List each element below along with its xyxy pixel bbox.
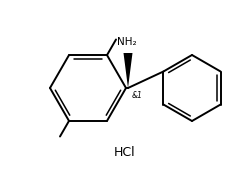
Polygon shape xyxy=(123,53,132,88)
Text: NH₂: NH₂ xyxy=(117,37,136,47)
Text: HCl: HCl xyxy=(114,147,135,160)
Text: &1: &1 xyxy=(132,91,142,100)
